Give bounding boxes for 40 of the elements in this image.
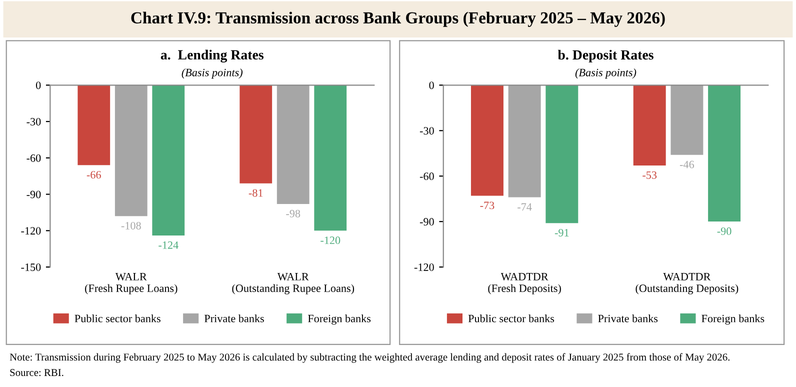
chart-title: b. Deposit Rates: [558, 50, 654, 62]
y-tick-label: -60: [26, 154, 41, 162]
text: Note: Transmission during February 2025 to May 2026 is calculated by subtracting the weighted average lending and deposit rates of January 2025 from those of May 2026.: [10, 353, 730, 363]
y-tick-label: -30: [420, 127, 434, 135]
text: Chart IV.9: Transmission across Bank Groups (February 2025 – May 2026): [131, 12, 665, 27]
chart-subtitle: (Basis points): [182, 68, 242, 79]
x-tick-label: WALR (Outstanding Rupee Loans): [232, 272, 354, 294]
data-label: -108: [121, 222, 141, 230]
legend-label: Private banks: [204, 314, 264, 322]
y-tick-label: -120: [21, 227, 41, 235]
legend-label: Foreign banks: [702, 314, 764, 325]
x-tick-label: WADTDR (Fresh Deposits): [488, 272, 561, 294]
data-label: -98: [286, 210, 300, 218]
data-label: -46: [680, 160, 694, 168]
y-tick-label: -60: [420, 172, 434, 180]
data-label: -90: [717, 227, 732, 235]
x-tick-label: WALR (Fresh Rupee Loans): [85, 272, 178, 294]
legend-label: Public sector banks: [74, 314, 160, 322]
data-label: -124: [158, 241, 178, 249]
y-tick-label: -30: [26, 118, 41, 126]
y-tick-label: -120: [414, 263, 434, 271]
data-label: -120: [320, 236, 340, 244]
data-label: -91: [554, 228, 569, 236]
chart-title: a. Lending Rates: [160, 50, 264, 62]
y-tick-label: -90: [26, 190, 41, 198]
y-tick-label: -90: [420, 218, 434, 226]
y-tick-label: 0: [36, 82, 41, 90]
legend-label: Foreign banks: [308, 314, 371, 325]
data-label: -74: [518, 203, 532, 211]
data-label: -53: [642, 171, 657, 179]
y-tick-label: -150: [21, 263, 41, 271]
x-tick-label: WADTDR (Outstanding Deposits): [636, 272, 738, 294]
legend-label: Private banks: [598, 314, 658, 322]
source-note: Source: RBI.: [10, 369, 64, 376]
legend-label: Public sector banks: [468, 314, 554, 322]
data-label: -66: [86, 171, 101, 179]
data-label: -81: [248, 189, 263, 197]
data-label: -73: [480, 202, 494, 210]
chart-subtitle: (Basis points): [575, 68, 636, 79]
y-tick-label: 0: [429, 82, 434, 90]
